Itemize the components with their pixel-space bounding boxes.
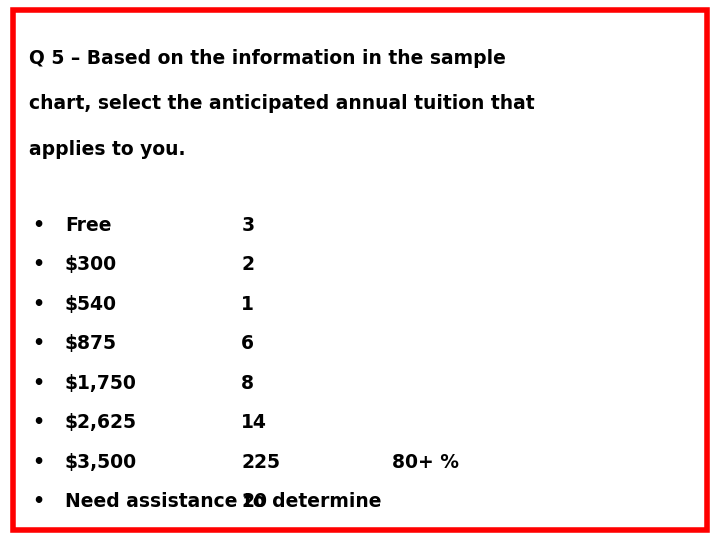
Text: •: •	[32, 374, 45, 393]
Text: $540: $540	[65, 295, 117, 314]
Text: 8: 8	[241, 374, 254, 393]
Text: $875: $875	[65, 334, 117, 353]
Text: •: •	[32, 453, 45, 471]
Text: applies to you.: applies to you.	[29, 140, 185, 159]
Text: $3,500: $3,500	[65, 453, 137, 471]
Text: 6: 6	[241, 334, 254, 353]
Text: Q 5 – Based on the information in the sample: Q 5 – Based on the information in the sa…	[29, 49, 505, 68]
Text: •: •	[32, 492, 45, 511]
Text: •: •	[32, 295, 45, 314]
Text: 14: 14	[241, 413, 267, 432]
Text: 80+ %: 80+ %	[392, 453, 459, 471]
Text: •: •	[32, 216, 45, 235]
Text: $1,750: $1,750	[65, 374, 137, 393]
Text: Free: Free	[65, 216, 112, 235]
Text: 20: 20	[241, 492, 267, 511]
Text: •: •	[32, 413, 45, 432]
Text: 2: 2	[241, 255, 254, 274]
Text: 3: 3	[241, 216, 254, 235]
Text: 225: 225	[241, 453, 280, 471]
Text: Need assistance to determine: Need assistance to determine	[65, 492, 382, 511]
Text: chart, select the anticipated annual tuition that: chart, select the anticipated annual tui…	[29, 94, 534, 113]
Text: •: •	[32, 255, 45, 274]
FancyBboxPatch shape	[13, 10, 707, 530]
Text: 1: 1	[241, 295, 254, 314]
Text: $300: $300	[65, 255, 117, 274]
Text: $2,625: $2,625	[65, 413, 137, 432]
Text: •: •	[32, 334, 45, 353]
